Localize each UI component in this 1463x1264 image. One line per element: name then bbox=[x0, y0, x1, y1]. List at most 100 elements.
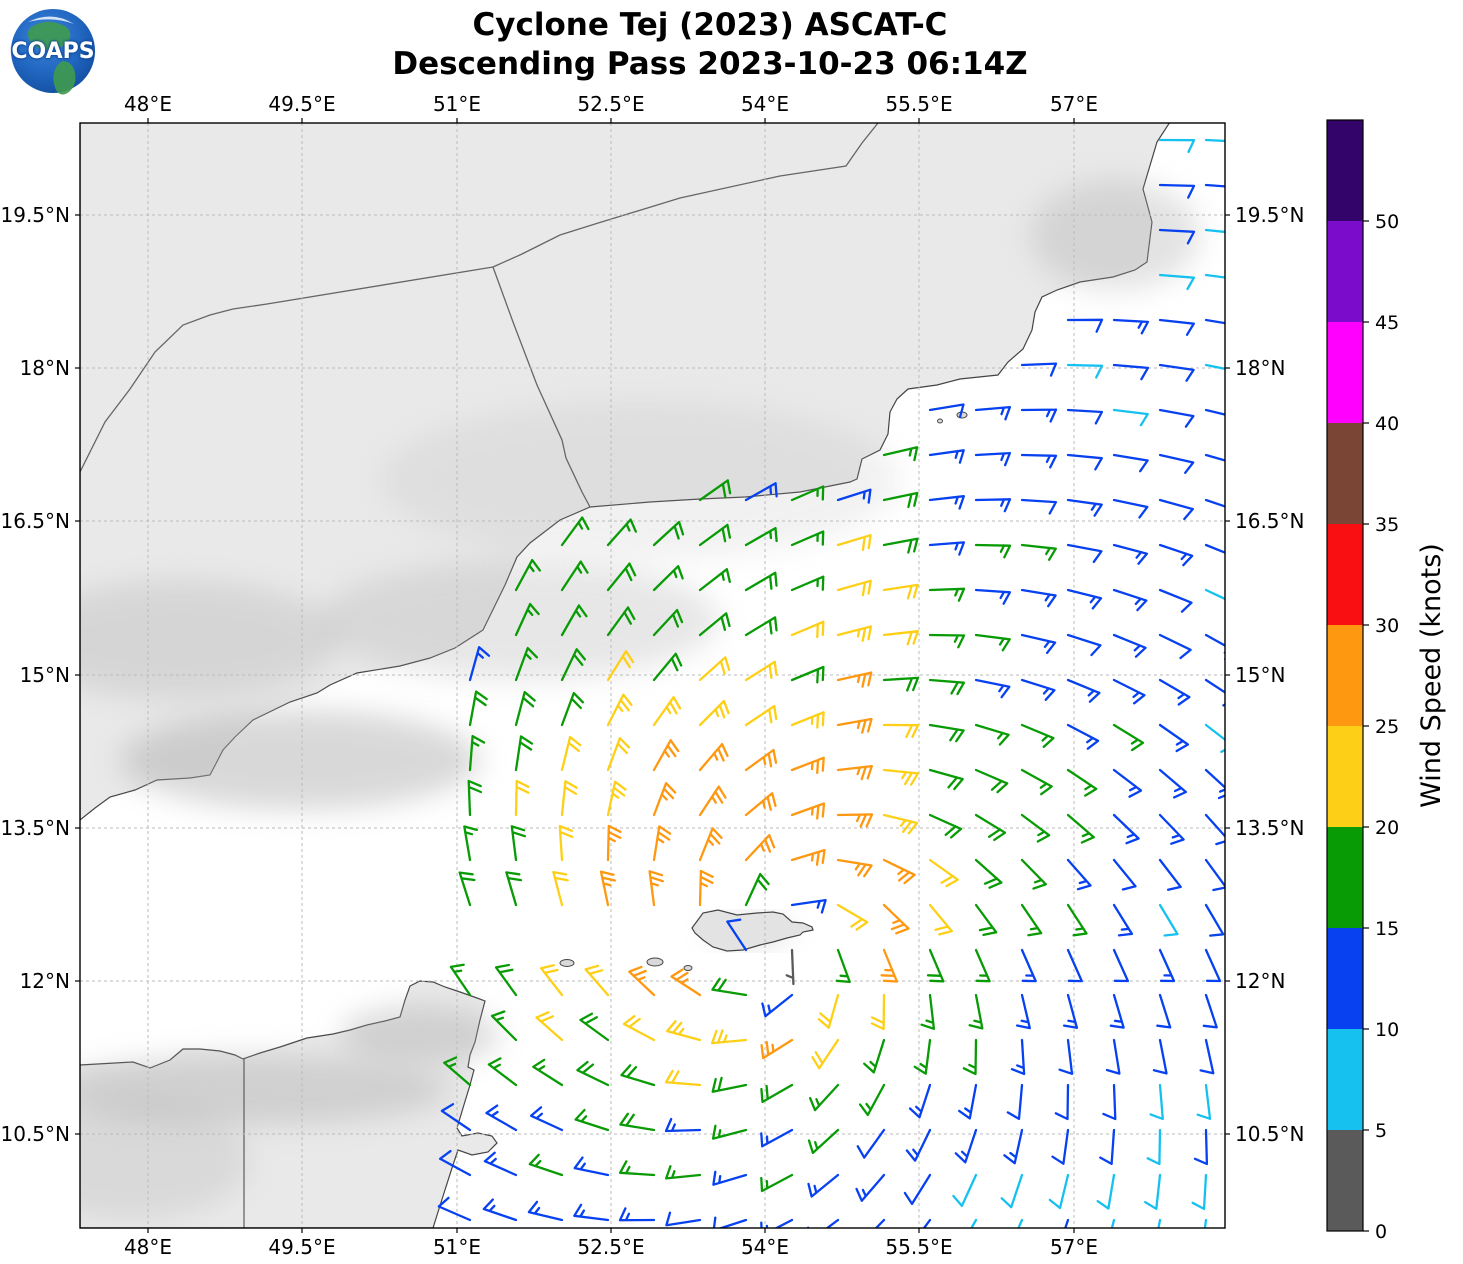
wind-barb bbox=[1066, 543, 1103, 564]
wind-barb bbox=[1204, 498, 1225, 508]
wind-barb bbox=[790, 756, 825, 775]
wind-barb bbox=[574, 1108, 610, 1132]
wind-barb bbox=[1066, 813, 1095, 844]
wind-barb bbox=[698, 699, 730, 727]
wind-barb bbox=[1158, 318, 1195, 336]
terrain-shading bbox=[120, 710, 480, 810]
wind-barb bbox=[928, 541, 966, 556]
wind-barbs-layer bbox=[437, 138, 1225, 1228]
colorbar-tick-label: 40 bbox=[1375, 413, 1399, 435]
terrain-shading bbox=[1030, 180, 1200, 290]
wind-barb bbox=[652, 739, 680, 772]
y-axis-label-right: 18°N bbox=[1235, 356, 1285, 380]
wind-barb bbox=[599, 870, 617, 907]
wind-barb bbox=[1112, 363, 1150, 381]
wind-barb bbox=[1204, 948, 1222, 983]
wind-barb bbox=[1158, 498, 1194, 521]
country-border bbox=[492, 266, 591, 508]
small-island bbox=[683, 965, 693, 971]
y-axis-label-right: 10.5°N bbox=[1235, 1122, 1305, 1146]
wind-barb bbox=[1010, 1038, 1026, 1076]
colorbar-tick-label: 30 bbox=[1375, 615, 1399, 637]
wind-barb bbox=[560, 604, 588, 637]
wind-barb bbox=[505, 871, 523, 907]
plot-title-line1: Cyclone Tej (2023) ASCAT-C bbox=[472, 7, 948, 43]
terrain-shading bbox=[380, 400, 900, 560]
wind-barb bbox=[1204, 678, 1225, 707]
wind-barb bbox=[1204, 183, 1225, 188]
wind-barb bbox=[817, 993, 840, 1029]
wind-barb bbox=[874, 1218, 886, 1228]
wind-barb bbox=[1051, 1128, 1070, 1165]
x-axis-label-bottom: 48°E bbox=[124, 1235, 172, 1259]
wind-barb bbox=[836, 813, 874, 828]
wind-barb bbox=[1112, 588, 1148, 612]
wind-barb bbox=[1146, 1128, 1162, 1166]
wind-barb bbox=[744, 704, 778, 727]
wind-barb bbox=[1156, 993, 1172, 1029]
y-axis-label-left: 13.5°N bbox=[1, 816, 71, 840]
wind-barb bbox=[922, 1218, 932, 1228]
wind-barb bbox=[1158, 858, 1182, 891]
wind-barb bbox=[463, 825, 478, 862]
wind-barb bbox=[698, 612, 731, 637]
x-axis-label-top: 48°E bbox=[124, 92, 172, 116]
wind-barb bbox=[539, 964, 564, 997]
wind-barb bbox=[698, 656, 731, 682]
wind-barb bbox=[790, 530, 825, 547]
x-axis-label-bottom: 49.5°E bbox=[268, 1235, 335, 1259]
wind-barb bbox=[726, 918, 748, 952]
wind-barb bbox=[1110, 1218, 1116, 1228]
wind-barb bbox=[711, 1076, 748, 1093]
wind-barb bbox=[926, 948, 945, 983]
country-border bbox=[80, 266, 494, 473]
wind-barb bbox=[487, 1057, 518, 1087]
wind-barb bbox=[606, 693, 633, 727]
wind-barb bbox=[882, 813, 919, 835]
wind-barb bbox=[760, 1083, 794, 1104]
plot-title: Cyclone Tej (2023) ASCAT-C Descending Pa… bbox=[0, 6, 1420, 84]
wind-barb bbox=[1020, 813, 1051, 843]
wind-barb bbox=[576, 1060, 610, 1087]
small-island bbox=[559, 959, 575, 967]
wind-barb bbox=[1017, 1218, 1024, 1228]
wind-barb bbox=[527, 1200, 564, 1222]
wind-barb bbox=[494, 963, 518, 997]
wind-barb bbox=[974, 903, 998, 937]
wind-barb bbox=[905, 1128, 932, 1162]
wind-barb bbox=[664, 1069, 702, 1087]
wind-barb bbox=[882, 903, 910, 935]
wind-barb bbox=[514, 779, 530, 817]
wind-barb bbox=[807, 1128, 840, 1155]
wind-barb bbox=[1204, 858, 1225, 892]
wind-barb bbox=[1204, 453, 1225, 462]
wind-barb bbox=[1193, 1128, 1209, 1166]
wind-barb bbox=[652, 782, 677, 817]
wind-barb bbox=[1105, 1038, 1121, 1075]
wind-barb bbox=[1112, 723, 1145, 752]
wind-barb bbox=[606, 737, 631, 772]
wind-barb bbox=[882, 491, 919, 509]
wind-barb bbox=[712, 1216, 748, 1228]
wind-barb bbox=[974, 723, 1010, 746]
wind-barb bbox=[1204, 318, 1225, 325]
wind-barb bbox=[974, 768, 1009, 794]
wind-barb bbox=[1096, 1173, 1116, 1210]
wind-barb bbox=[855, 1173, 886, 1202]
wind-barb bbox=[449, 963, 472, 997]
x-axis-label-bottom: 51°E bbox=[433, 1235, 481, 1259]
wind-barb bbox=[1158, 813, 1185, 845]
wind-barb bbox=[744, 660, 778, 682]
wind-barb bbox=[958, 1083, 978, 1120]
wind-barb bbox=[1204, 138, 1225, 143]
wind-barb bbox=[573, 1156, 610, 1177]
wind-barb bbox=[1058, 1038, 1074, 1075]
wind-barb bbox=[514, 735, 534, 772]
wind-barb bbox=[974, 858, 1003, 889]
wind-barb bbox=[1020, 903, 1043, 937]
colorbar-tick-label: 35 bbox=[1375, 514, 1399, 536]
colorbar-tick-label: 5 bbox=[1375, 1120, 1387, 1142]
wind-barb bbox=[1158, 948, 1176, 983]
wind-barb bbox=[928, 768, 964, 791]
